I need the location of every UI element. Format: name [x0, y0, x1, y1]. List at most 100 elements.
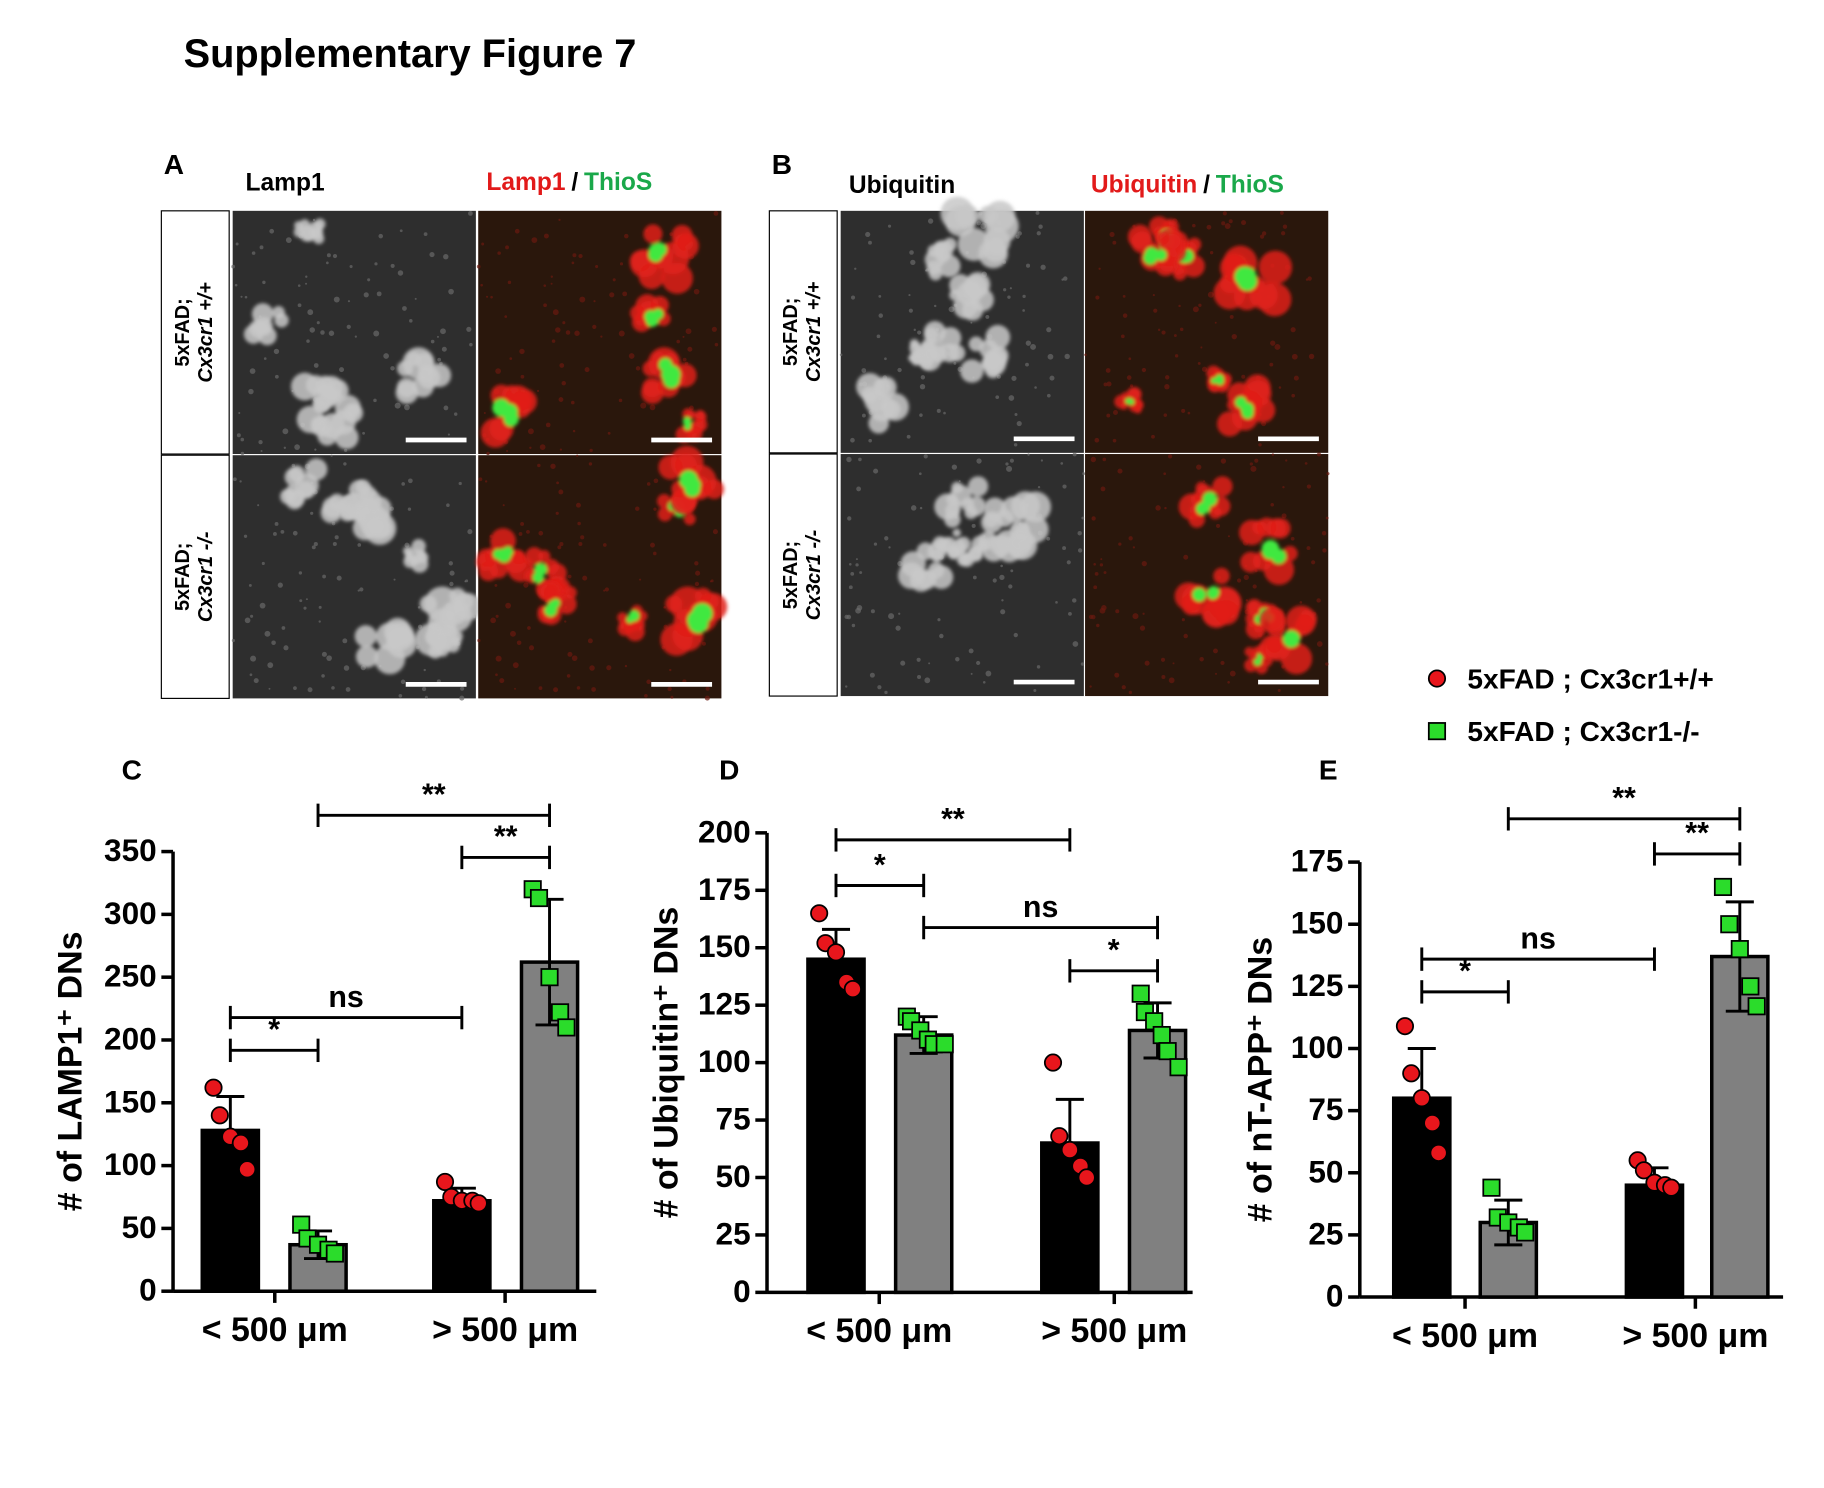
- speck: [1089, 685, 1092, 688]
- speck: [1066, 560, 1071, 565]
- speck: [1306, 484, 1311, 489]
- speck: [407, 507, 412, 511]
- speck: [1121, 685, 1126, 690]
- x-tick-label: < 500 μm: [1392, 1317, 1538, 1355]
- speck: [1027, 453, 1030, 456]
- speck: [259, 245, 264, 250]
- speck: [870, 609, 875, 614]
- plaque-part: [539, 581, 558, 600]
- data-point: [935, 1035, 954, 1054]
- speck: [299, 599, 303, 603]
- plaque: [617, 605, 648, 642]
- speck: [955, 657, 960, 662]
- speck: [908, 308, 913, 313]
- speck: [373, 398, 377, 403]
- speck: [1049, 375, 1055, 381]
- speck: [1008, 395, 1015, 401]
- speck: [1126, 375, 1132, 380]
- speck: [1139, 625, 1146, 631]
- speck: [537, 463, 541, 468]
- speck: [469, 342, 473, 347]
- speck: [262, 280, 266, 285]
- data-point: [1395, 1017, 1415, 1036]
- speck: [1245, 599, 1248, 602]
- speck: [1098, 267, 1101, 270]
- speck: [1261, 231, 1267, 236]
- speck: [504, 315, 508, 318]
- plaque-part: [671, 224, 693, 246]
- plaque: [1217, 374, 1276, 437]
- thios-core: [1207, 586, 1220, 598]
- speck: [1220, 660, 1225, 666]
- speck: [460, 686, 465, 691]
- speck: [333, 296, 340, 303]
- plaque-part: [451, 636, 462, 647]
- speck: [1025, 362, 1029, 367]
- speck: [1224, 223, 1231, 229]
- speck: [1013, 632, 1018, 638]
- speck: [1178, 304, 1181, 308]
- speck: [588, 462, 593, 466]
- speck: [1161, 330, 1166, 335]
- speck: [478, 477, 483, 482]
- speck: [1215, 672, 1217, 675]
- speck: [1241, 220, 1247, 226]
- speck: [550, 282, 553, 285]
- speck: [282, 428, 289, 435]
- speck: [543, 233, 549, 239]
- speck: [1072, 641, 1079, 647]
- speck: [401, 482, 405, 486]
- speck: [923, 454, 928, 459]
- speck: [1157, 328, 1161, 332]
- speck: [1271, 453, 1275, 456]
- speck: [976, 660, 981, 666]
- plaque: [279, 458, 328, 510]
- speck: [1325, 662, 1329, 666]
- speck: [441, 346, 447, 352]
- speck: [232, 477, 237, 482]
- plaque: [949, 271, 994, 321]
- speck: [976, 458, 982, 464]
- y-tick-label: 175: [698, 871, 751, 907]
- data-point: [210, 1106, 229, 1125]
- speck: [490, 295, 493, 299]
- speck: [240, 451, 245, 456]
- speck: [408, 478, 413, 484]
- plaque-part: [411, 538, 426, 554]
- speck: [357, 589, 360, 592]
- y-tick-label: 50: [122, 1209, 157, 1245]
- plaque-part: [1298, 609, 1317, 628]
- speck: [466, 326, 472, 332]
- speck: [1016, 420, 1022, 427]
- plaque-part: [957, 228, 991, 261]
- y-tick-label: 50: [716, 1158, 751, 1194]
- speck: [330, 454, 333, 457]
- speck: [263, 357, 267, 360]
- speck: [273, 348, 280, 355]
- significance-label: *: [874, 848, 886, 882]
- speck: [650, 542, 655, 548]
- speck: [306, 339, 310, 343]
- speck: [558, 489, 564, 495]
- gray-micrograph: [231, 454, 482, 701]
- speck: [443, 254, 449, 260]
- speck: [398, 693, 403, 698]
- speck: [1241, 374, 1246, 379]
- plaque-part: [660, 623, 693, 656]
- panel-letter: B: [772, 149, 792, 180]
- speck: [1046, 327, 1052, 333]
- speck: [268, 687, 271, 690]
- speck: [1164, 384, 1170, 390]
- speck: [878, 313, 883, 318]
- speck: [1128, 690, 1133, 695]
- plaque-part: [1020, 491, 1052, 523]
- speck: [240, 295, 243, 298]
- data-point: [1741, 977, 1760, 996]
- plaque-part: [1258, 250, 1293, 285]
- plaque: [1114, 386, 1144, 414]
- speck: [618, 330, 625, 337]
- y-tick-label: 100: [1291, 1029, 1344, 1065]
- speck: [1114, 672, 1120, 678]
- y-tick-label: 100: [104, 1146, 157, 1182]
- speck: [305, 275, 308, 278]
